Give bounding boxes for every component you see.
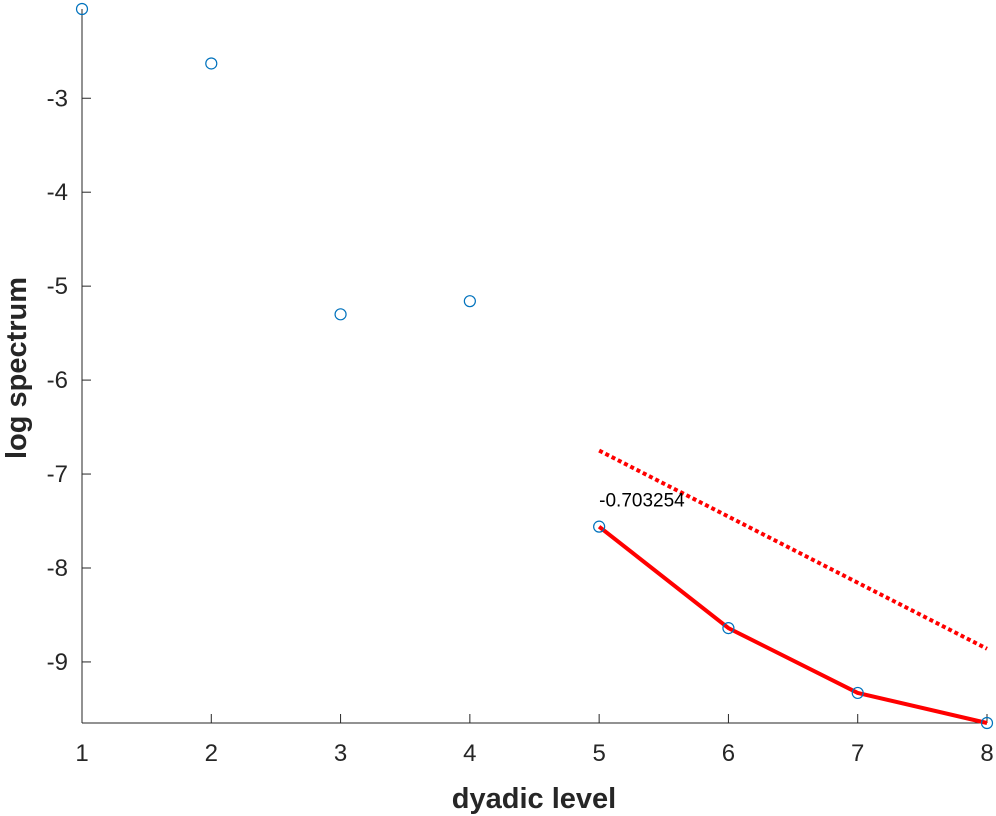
data-point (463, 295, 476, 308)
series-lines (597, 448, 988, 725)
x-tick-label: 6 (722, 740, 735, 767)
data-point (75, 2, 89, 16)
data-point (851, 686, 864, 700)
x-tick-label: 7 (851, 740, 864, 767)
y-axis-ticks: -9 -8 -7 -6 -5 -4 -3 (47, 85, 91, 676)
fit-reference-line (598, 448, 988, 651)
x-tick-label: 5 (592, 740, 605, 767)
y-tick-label: -3 (47, 85, 68, 112)
x-tick-label: 3 (334, 740, 347, 767)
data-point (334, 308, 347, 321)
data-point (722, 622, 735, 635)
data-point (205, 57, 218, 70)
x-axis-ticks: 1 2 3 4 5 6 7 8 (75, 714, 994, 767)
fit-line (597, 525, 988, 725)
data-point (980, 716, 994, 730)
y-axis-title: log spectrum (1, 277, 33, 459)
y-tick-label: -4 (47, 179, 68, 206)
y-tick-label: -6 (47, 367, 68, 394)
x-tick-label: 1 (75, 740, 88, 767)
x-tick-label: 2 (205, 740, 218, 767)
data-point (593, 520, 606, 533)
x-tick-label: 4 (463, 740, 476, 767)
y-tick-label: -8 (47, 555, 68, 582)
y-tick-label: -7 (47, 461, 68, 488)
slope-annotation: -0.703254 (599, 490, 685, 511)
axes (81, 9, 987, 724)
x-tick-label: 8 (980, 740, 993, 767)
x-axis-title: dyadic level (452, 783, 616, 815)
y-tick-label: -9 (47, 649, 68, 676)
series-markers (75, 2, 994, 730)
y-tick-label: -5 (47, 273, 68, 300)
